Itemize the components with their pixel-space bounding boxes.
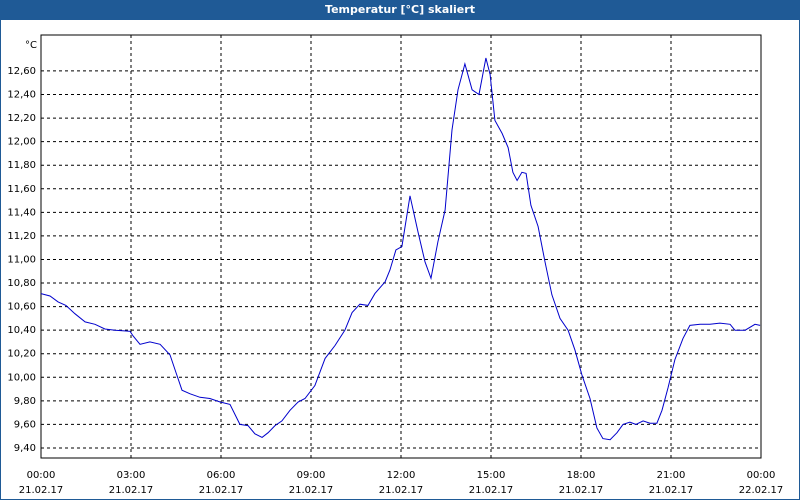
y-tick-label: 9,40 — [14, 443, 36, 454]
y-tick-label: 9,80 — [14, 396, 36, 407]
y-tick-label: 10,40 — [7, 325, 36, 336]
x-tick-date: 21.02.17 — [559, 485, 604, 496]
y-tick-label: 10,20 — [7, 349, 36, 360]
x-tick-label: 18:00 — [567, 470, 596, 481]
x-tick-date: 21.02.17 — [289, 485, 334, 496]
x-tick-label: 12:00 — [387, 470, 416, 481]
y-tick-label: 11,80 — [7, 160, 36, 171]
title-bar — [0, 0, 800, 20]
y-tick-label: 12,00 — [7, 137, 36, 148]
y-tick-label: 11,40 — [7, 207, 36, 218]
x-tick-label: 06:00 — [207, 470, 236, 481]
x-tick-label: 09:00 — [297, 470, 326, 481]
y-unit: °C — [25, 40, 37, 51]
x-tick-label: 00:00 — [747, 470, 776, 481]
y-tick-label: 11,60 — [7, 184, 36, 195]
x-tick-date: 21.02.17 — [19, 485, 64, 496]
x-tick-date: 21.02.17 — [109, 485, 154, 496]
y-tick-label: 12,20 — [7, 113, 36, 124]
y-tick-label: 10,80 — [7, 278, 36, 289]
x-tick-label: 03:00 — [117, 470, 146, 481]
x-tick-date: 22.02.17 — [739, 485, 784, 496]
x-tick-label: 00:00 — [27, 470, 56, 481]
x-tick-label: 15:00 — [477, 470, 506, 481]
y-tick-label: 12,60 — [7, 66, 36, 77]
x-tick-date: 21.02.17 — [379, 485, 424, 496]
x-tick-date: 21.02.17 — [199, 485, 244, 496]
data-line — [40, 57, 761, 441]
y-tick-label: 10,60 — [7, 302, 36, 313]
y-tick-label: 9,60 — [14, 419, 36, 430]
x-tick-label: 21:00 — [657, 470, 686, 481]
x-tick-date: 21.02.17 — [649, 485, 694, 496]
y-tick-label: 12,40 — [7, 90, 36, 101]
y-tick-label: 10,00 — [7, 372, 36, 383]
x-tick-date: 21.02.17 — [469, 485, 514, 496]
y-tick-label: 11,00 — [7, 254, 36, 265]
chart-title: Temperatur [°C] skaliert — [325, 3, 475, 16]
y-tick-label: 11,20 — [7, 231, 36, 242]
